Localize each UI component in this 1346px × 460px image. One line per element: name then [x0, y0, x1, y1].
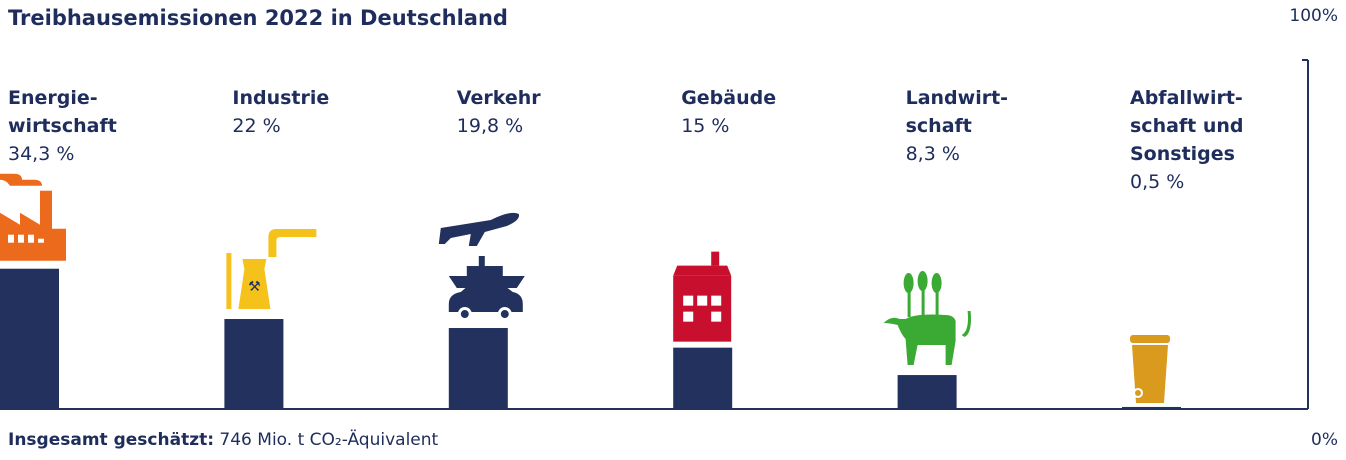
bar: [1122, 406, 1181, 409]
category-label-group: Landwirt- schaft 8,3 %: [906, 84, 1008, 168]
category-label: Abfallwirt- schaft und Sonstiges: [1130, 87, 1244, 165]
bar: [673, 347, 733, 409]
factory-icon: [0, 173, 66, 261]
bar: [897, 375, 957, 409]
category-label-group: Gebäude 15 %: [681, 84, 776, 140]
agriculture-icon: [883, 271, 971, 366]
icon-symbol: ⚒: [248, 279, 261, 295]
value-label: 15 %: [681, 115, 730, 137]
category-label-group: Energie- wirtschaft 34,3 %: [8, 84, 117, 168]
house-icon: [673, 251, 732, 342]
value-label: 8,3 %: [905, 143, 960, 165]
note-label: Insgesamt geschätzt:: [8, 430, 215, 450]
bar: [448, 328, 508, 409]
value-label: 0,5 %: [1130, 171, 1185, 193]
chart-title: Treibhausemissionen 2022 in Deutschland: [8, 6, 508, 30]
category-label-group: Industrie 22 %: [232, 84, 329, 140]
bar: [224, 319, 284, 409]
category-label: Verkehr: [456, 87, 541, 109]
category-label-group: Abfallwirt- schaft und Sonstiges 0,5 %: [1130, 84, 1244, 196]
footnote: Insgesamt geschätzt: 746 Mio. t CO₂-Äqui…: [8, 430, 438, 450]
waste-bin-icon: [1130, 334, 1170, 403]
y-tick-label: 100%: [1289, 6, 1338, 26]
category-label: Industrie: [232, 87, 330, 109]
y-tick-label: 0%: [1311, 430, 1338, 450]
note: 746 Mio. t CO₂-Äquivalent: [219, 430, 439, 450]
industry-icon: ⚒: [226, 229, 317, 310]
value-label: 34,3 %: [8, 143, 75, 165]
value-label: 19,8 %: [456, 115, 524, 137]
category-label-group: Verkehr 19,8 %: [457, 84, 541, 140]
value-label: 22 %: [232, 115, 281, 137]
transport-icon: [438, 212, 525, 322]
category-label: Landwirt- schaft: [905, 87, 1009, 137]
category-label: Energie- wirtschaft: [8, 87, 117, 137]
category-label: Gebäude: [681, 87, 777, 109]
bar: [0, 268, 59, 409]
